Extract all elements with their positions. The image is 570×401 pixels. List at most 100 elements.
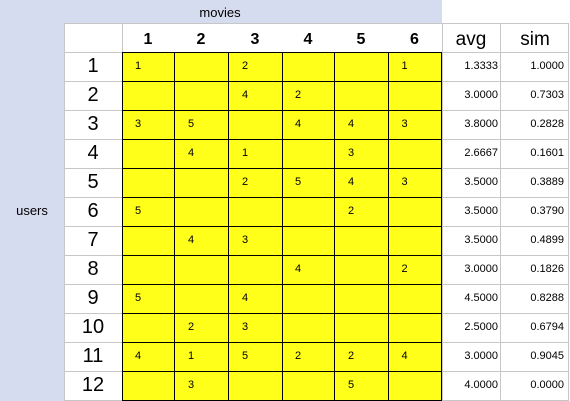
rating-cell[interactable] xyxy=(379,81,431,110)
user-row-header[interactable]: 1 xyxy=(87,55,99,77)
rating-cell[interactable] xyxy=(325,52,377,81)
user-row-header[interactable]: 2 xyxy=(87,84,99,106)
sim-cell[interactable]: 0.7303 xyxy=(530,89,564,101)
rating-cell[interactable]: 1 xyxy=(401,60,408,72)
avg-cell[interactable]: 2.6667 xyxy=(464,147,498,159)
rating-cell[interactable] xyxy=(112,313,164,342)
movie-column-header[interactable]: 6 xyxy=(410,31,419,48)
sim-cell[interactable]: 0.8288 xyxy=(530,292,564,304)
rating-cell[interactable]: 5 xyxy=(187,118,195,130)
rating-cell[interactable]: 4 xyxy=(241,89,249,101)
rating-cell[interactable]: 2 xyxy=(294,89,302,101)
rating-cell[interactable]: 2 xyxy=(401,263,408,275)
rating-cell[interactable]: 3 xyxy=(241,234,249,246)
rating-cell[interactable] xyxy=(272,371,324,400)
user-row-header[interactable]: 5 xyxy=(87,171,99,193)
avg-cell[interactable]: 3.0000 xyxy=(464,263,498,275)
avg-cell[interactable]: 3.8000 xyxy=(464,118,498,130)
rating-cell[interactable] xyxy=(325,255,377,284)
sim-cell[interactable]: 0.2828 xyxy=(530,118,564,130)
rating-cell[interactable]: 2 xyxy=(187,321,195,333)
movie-column-header[interactable]: 3 xyxy=(250,31,260,48)
sim-cell[interactable]: 0.9045 xyxy=(530,350,564,362)
rating-cell[interactable] xyxy=(165,52,217,81)
sim-cell[interactable]: 0.0000 xyxy=(530,379,564,391)
avg-cell[interactable]: 3.0000 xyxy=(464,89,498,101)
rating-cell[interactable]: 2 xyxy=(347,350,355,362)
rating-cell[interactable]: 1 xyxy=(187,350,195,362)
rating-cell[interactable]: 5 xyxy=(134,292,142,304)
rating-cell[interactable] xyxy=(112,81,164,110)
rating-cell[interactable] xyxy=(379,284,431,313)
rating-cell[interactable]: 5 xyxy=(134,205,142,217)
sim-cell[interactable]: 0.1826 xyxy=(530,263,564,275)
rating-cell[interactable]: 2 xyxy=(241,60,249,72)
rating-cell[interactable] xyxy=(112,371,164,400)
rating-cell[interactable]: 4 xyxy=(187,234,195,246)
rating-cell[interactable]: 2 xyxy=(347,205,355,217)
sim-cell[interactable]: 1.0000 xyxy=(530,60,564,72)
rating-cell[interactable]: 4 xyxy=(401,350,408,362)
movie-column-header[interactable]: 1 xyxy=(143,31,153,48)
avg-cell[interactable]: 3.0000 xyxy=(464,350,498,362)
user-row-header[interactable]: 12 xyxy=(81,374,105,396)
avg-cell[interactable]: 4.5000 xyxy=(464,292,498,304)
rating-cell[interactable] xyxy=(272,197,324,226)
rating-cell[interactable]: 4 xyxy=(294,263,302,275)
rating-cell[interactable] xyxy=(325,284,377,313)
user-row-header[interactable]: 7 xyxy=(87,229,99,251)
rating-cell[interactable] xyxy=(379,313,431,342)
avg-cell[interactable]: 3.5000 xyxy=(464,205,498,217)
avg-cell[interactable]: 3.5000 xyxy=(464,234,498,246)
user-row-header[interactable]: 4 xyxy=(87,142,99,164)
sim-cell[interactable]: 0.4899 xyxy=(530,234,564,246)
user-row-header[interactable]: 11 xyxy=(82,345,104,367)
rating-cell[interactable] xyxy=(272,52,324,81)
avg-cell[interactable]: 3.5000 xyxy=(464,176,498,188)
rating-cell[interactable] xyxy=(219,197,271,226)
rating-cell[interactable]: 4 xyxy=(134,350,142,362)
rating-cell[interactable]: 2 xyxy=(241,176,249,188)
rating-cell[interactable] xyxy=(379,226,431,255)
rating-cell[interactable] xyxy=(325,81,377,110)
rating-cell[interactable]: 2 xyxy=(294,350,302,362)
rating-cell[interactable]: 3 xyxy=(401,176,408,188)
movie-column-header[interactable]: 5 xyxy=(356,31,366,48)
rating-cell[interactable] xyxy=(379,197,431,226)
avg-column-header[interactable]: avg xyxy=(455,29,487,50)
avg-cell[interactable]: 2.5000 xyxy=(464,321,498,333)
rating-cell[interactable] xyxy=(165,81,217,110)
rating-cell[interactable]: 4 xyxy=(187,147,195,159)
rating-cell[interactable]: 4 xyxy=(294,118,302,130)
movie-column-header[interactable]: 2 xyxy=(196,31,206,48)
sim-cell[interactable]: 0.3889 xyxy=(530,176,564,188)
rating-cell[interactable] xyxy=(272,139,324,168)
rating-cell[interactable] xyxy=(165,284,217,313)
rating-cell[interactable]: 3 xyxy=(134,118,142,130)
rating-cell[interactable] xyxy=(112,255,164,284)
rating-cell[interactable]: 5 xyxy=(294,176,302,188)
rating-cell[interactable] xyxy=(165,168,217,197)
rating-cell[interactable]: 4 xyxy=(347,176,355,188)
user-row-header[interactable]: 10 xyxy=(81,316,105,338)
rating-cell[interactable]: 4 xyxy=(347,118,355,130)
movie-column-header[interactable]: 4 xyxy=(303,31,313,48)
rating-cell[interactable] xyxy=(272,284,324,313)
rating-cell[interactable] xyxy=(272,313,324,342)
rating-cell[interactable] xyxy=(272,226,324,255)
rating-cell[interactable]: 3 xyxy=(401,118,408,130)
rating-cell[interactable]: 1 xyxy=(134,60,142,72)
rating-cell[interactable]: 5 xyxy=(347,379,355,391)
rating-cell[interactable] xyxy=(219,255,271,284)
rating-cell[interactable]: 3 xyxy=(347,147,355,159)
sim-cell[interactable]: 0.1601 xyxy=(530,147,564,159)
user-row-header[interactable]: 3 xyxy=(87,113,99,135)
rating-cell[interactable] xyxy=(165,255,217,284)
rating-cell[interactable] xyxy=(112,226,164,255)
rating-cell[interactable]: 5 xyxy=(241,350,249,362)
rating-cell[interactable]: 4 xyxy=(241,292,249,304)
rating-cell[interactable]: 1 xyxy=(241,147,249,159)
sim-column-header[interactable]: sim xyxy=(520,29,550,50)
rating-cell[interactable] xyxy=(219,110,271,139)
rating-cell[interactable] xyxy=(379,371,431,400)
